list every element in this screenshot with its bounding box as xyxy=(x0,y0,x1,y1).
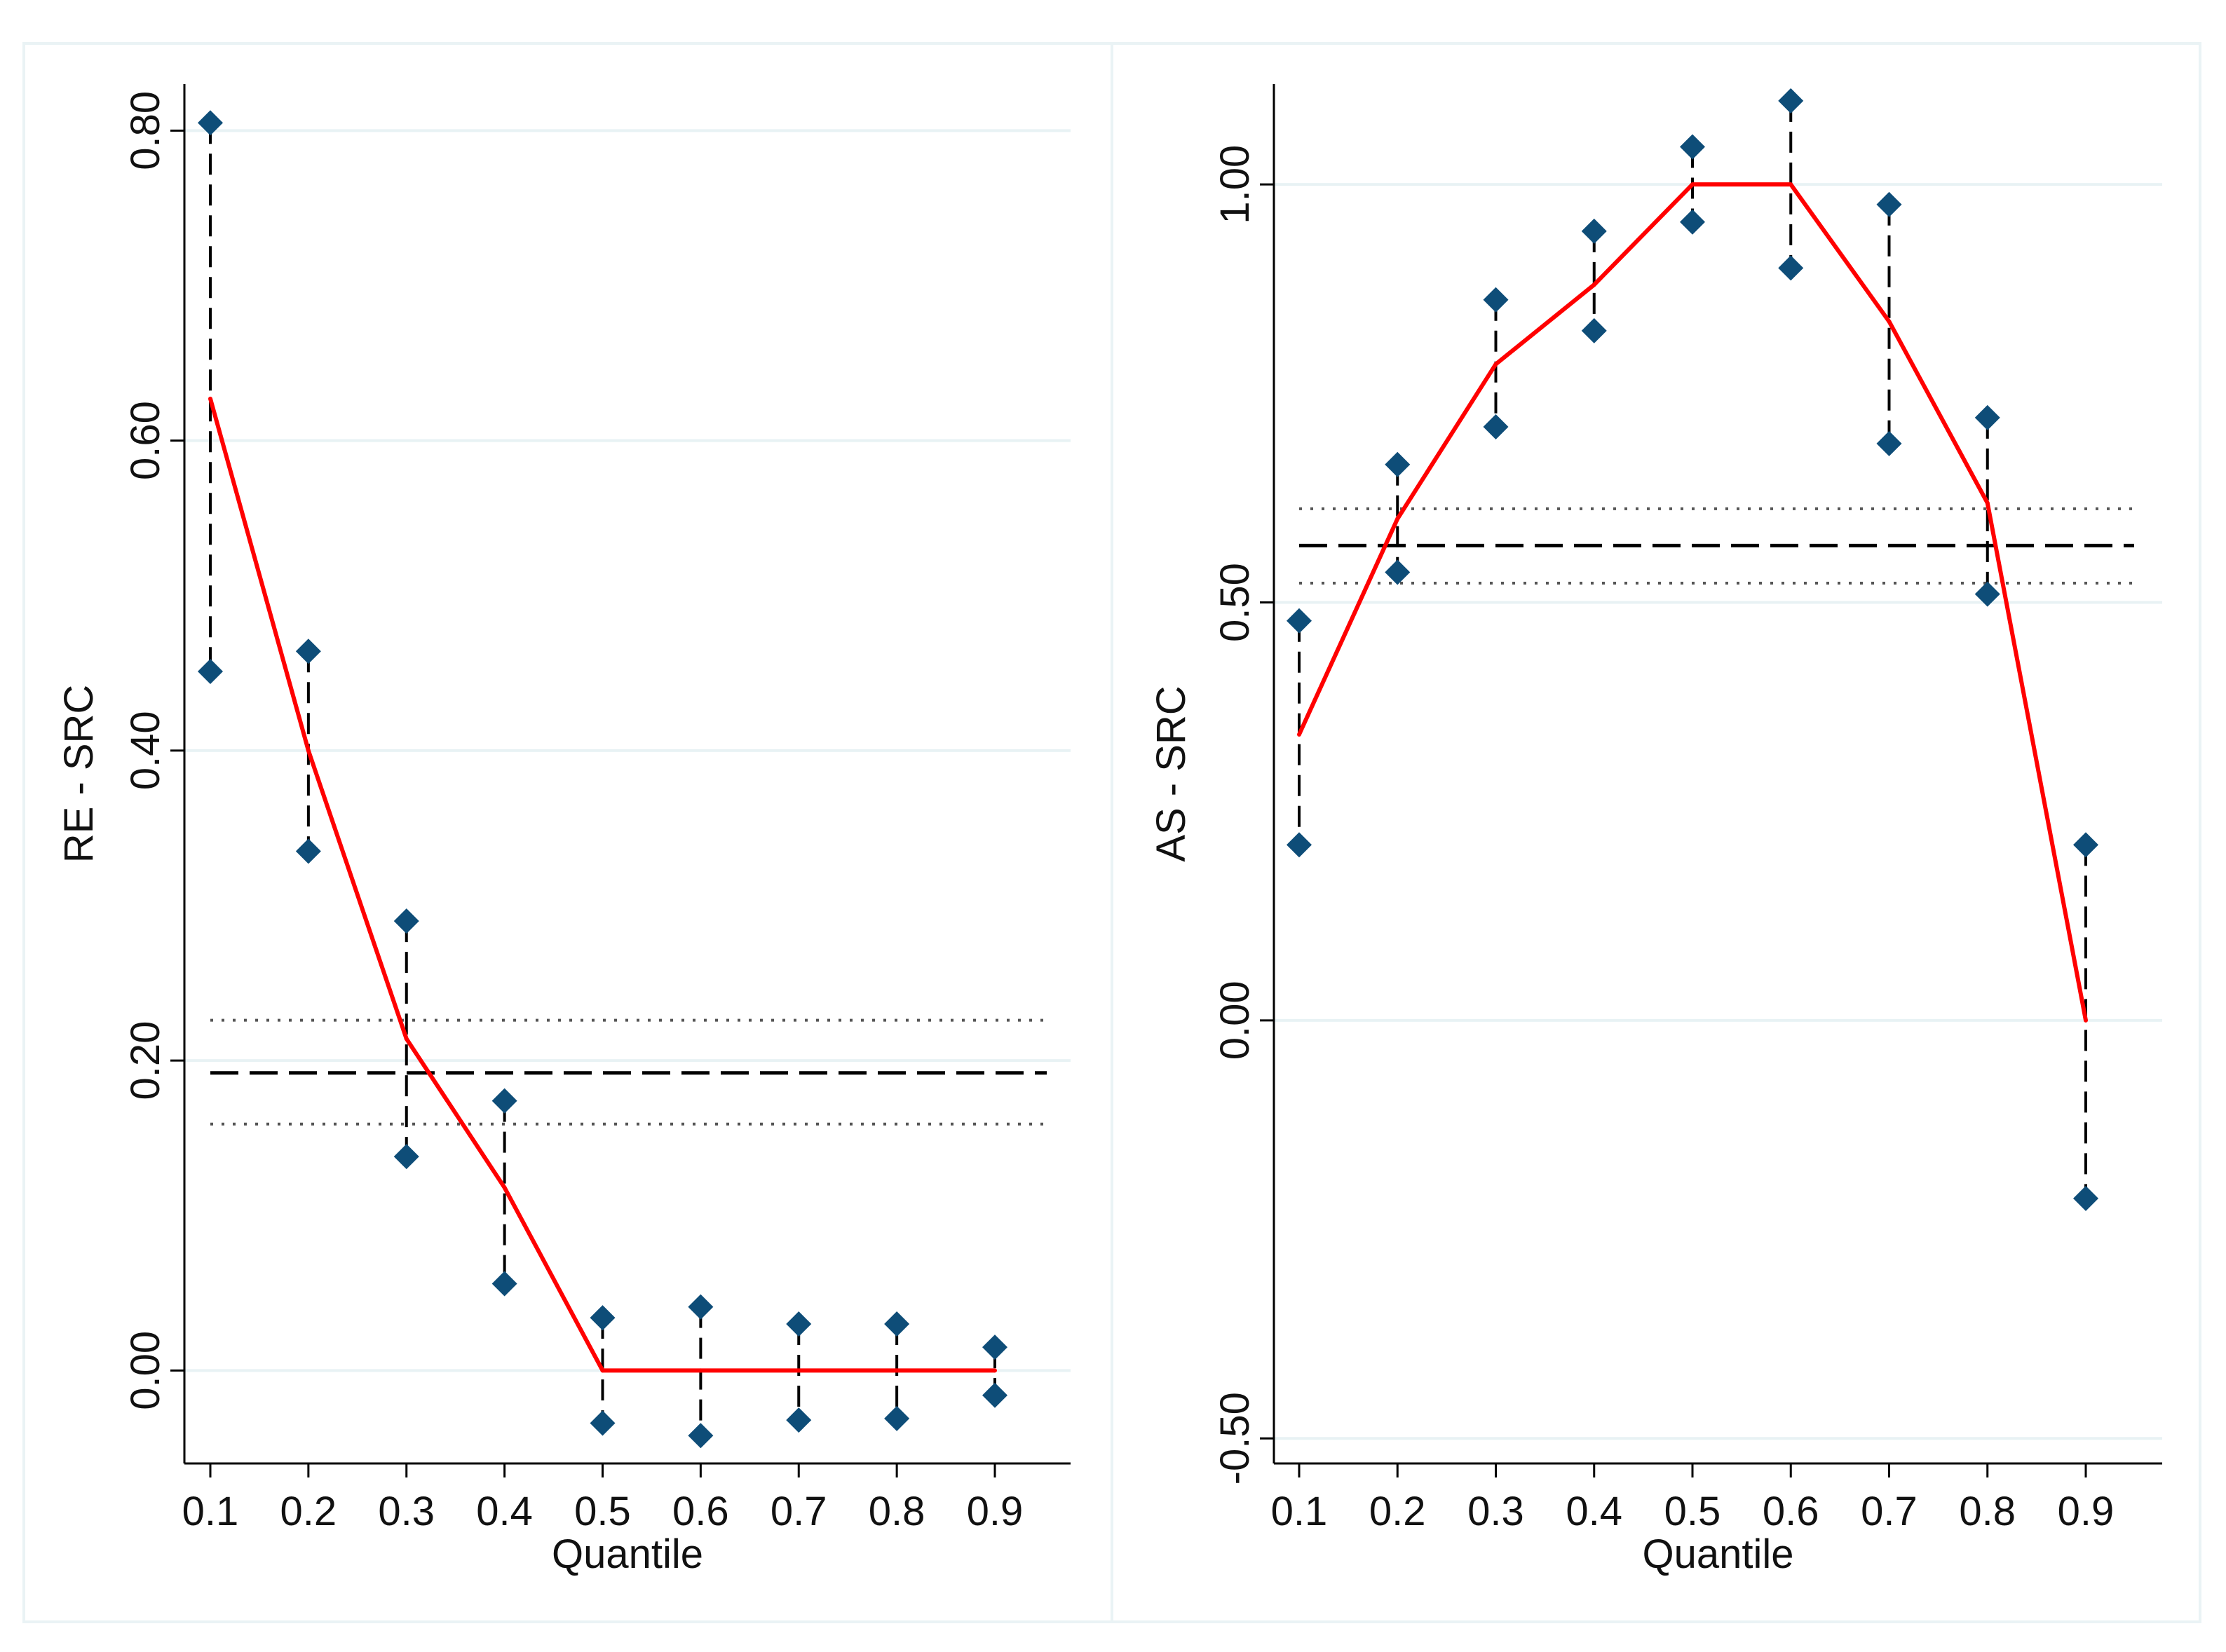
x-tick-label: 0.9 xyxy=(967,1489,1024,1534)
y-axis-title: RE - SRC xyxy=(56,685,102,863)
upper-bound-marker xyxy=(2073,832,2098,858)
upper-bound-marker xyxy=(1974,404,2000,430)
lower-bound-marker xyxy=(2073,1185,2098,1211)
x-tick-label: 0.1 xyxy=(1271,1489,1328,1534)
lower-bound-marker xyxy=(1876,430,1902,456)
estimate-point xyxy=(600,1368,605,1373)
x-tick-label: 0.6 xyxy=(1763,1489,1819,1534)
estimate-point xyxy=(698,1368,703,1373)
x-axis-title: Quantile xyxy=(552,1531,703,1577)
y-tick-label: 0.20 xyxy=(123,1021,168,1100)
x-tick-label: 0.2 xyxy=(1369,1489,1426,1534)
upper-bound-marker xyxy=(1581,218,1607,244)
y-tick-label: 0.00 xyxy=(1212,981,1258,1060)
right-panel-as-src: -0.50 0.00 0.50 1.00 0.1 0.2 0.3 0.4 0.5 0.6 0.7 0.… xyxy=(1111,42,2201,1623)
x-tick-label: 0.7 xyxy=(1861,1489,1918,1534)
panel-border xyxy=(1111,42,2201,1623)
lower-bound-marker xyxy=(295,838,321,864)
x-tick-label: 0.5 xyxy=(1664,1489,1721,1534)
x-axis-title: Quantile xyxy=(1642,1531,1793,1577)
y-tick-label: 0.60 xyxy=(123,401,168,480)
upper-bound-marker xyxy=(1385,451,1411,477)
x-tick-label: 0.4 xyxy=(1566,1489,1622,1534)
y-tick-label: 0.40 xyxy=(123,711,168,790)
y-tick-label: 0.50 xyxy=(1212,563,1258,642)
upper-bound-marker xyxy=(491,1088,517,1114)
x-tick-label: 0.4 xyxy=(476,1489,533,1534)
lower-bound-marker xyxy=(1483,414,1509,440)
lower-bound-marker xyxy=(786,1407,812,1433)
upper-bound-marker xyxy=(1876,191,1902,217)
upper-bound-marker xyxy=(688,1294,714,1320)
lower-bound-marker xyxy=(1680,209,1705,235)
x-tick-label: 0.3 xyxy=(378,1489,435,1534)
lower-bound-marker xyxy=(198,659,223,685)
x-tick-label: 0.8 xyxy=(1959,1489,2016,1534)
x-tick-label: 0.9 xyxy=(2058,1489,2115,1534)
estimate-point xyxy=(895,1368,900,1373)
estimate-point xyxy=(1690,182,1695,187)
upper-bound-marker xyxy=(982,1334,1007,1360)
upper-bound-marker xyxy=(1483,287,1509,313)
lower-bound-marker xyxy=(982,1382,1007,1408)
lower-bound-marker xyxy=(393,1144,419,1170)
lower-bound-marker xyxy=(1385,559,1411,585)
estimate-point xyxy=(993,1368,997,1373)
y-tick-label: -0.50 xyxy=(1212,1392,1258,1484)
x-tick-label: 0.1 xyxy=(182,1489,239,1534)
x-tick-label: 0.5 xyxy=(574,1489,631,1534)
x-tick-label: 0.2 xyxy=(280,1489,337,1534)
x-tick-label: 0.8 xyxy=(869,1489,925,1534)
upper-bound-marker xyxy=(884,1311,910,1337)
lower-bound-marker xyxy=(1581,318,1607,343)
lower-bound-marker xyxy=(590,1410,616,1436)
upper-bound-marker xyxy=(590,1305,616,1331)
y-tick-label: 0.00 xyxy=(123,1331,168,1410)
lower-bound-marker xyxy=(1778,255,1804,281)
x-tick-label: 0.7 xyxy=(771,1489,827,1534)
estimate-point xyxy=(306,748,311,753)
lower-bound-marker xyxy=(491,1271,517,1297)
x-tick-label: 0.3 xyxy=(1467,1489,1524,1534)
estimate-point xyxy=(404,1037,409,1042)
upper-bound-marker xyxy=(393,908,419,934)
estimate-point xyxy=(1395,517,1400,521)
estimate-point xyxy=(1493,362,1498,367)
estimate-point xyxy=(1985,500,1990,505)
estimate-point xyxy=(2084,1018,2088,1023)
upper-bound-marker xyxy=(1778,88,1804,114)
lower-bound-marker xyxy=(1974,581,2000,607)
left-panel-re-src: 0.00 0.20 0.40 0.60 0.80 0.1 0.2 0.3 0.4 0.5 0.6 0.… xyxy=(22,42,1113,1623)
upper-bound-marker xyxy=(786,1311,812,1337)
upper-bound-marker xyxy=(1287,608,1312,634)
x-tick-label: 0.6 xyxy=(672,1489,729,1534)
y-tick-label: 1.00 xyxy=(1212,145,1258,224)
estimate-point xyxy=(1789,182,1793,187)
estimate-point xyxy=(502,1185,507,1190)
y-tick-label: 0.80 xyxy=(123,91,168,170)
estimate-point xyxy=(1592,282,1596,287)
y-axis-title: AS - SRC xyxy=(1148,685,1194,861)
estimate-point xyxy=(1297,732,1301,737)
lower-bound-marker xyxy=(884,1405,910,1431)
estimate-point xyxy=(208,396,212,401)
estimate-point xyxy=(1887,319,1892,324)
upper-bound-marker xyxy=(198,110,223,136)
estimate-point xyxy=(796,1368,801,1373)
lower-bound-marker xyxy=(688,1423,714,1449)
upper-bound-marker xyxy=(1680,134,1705,160)
lower-bound-marker xyxy=(1287,832,1312,858)
upper-bound-marker xyxy=(295,639,321,664)
